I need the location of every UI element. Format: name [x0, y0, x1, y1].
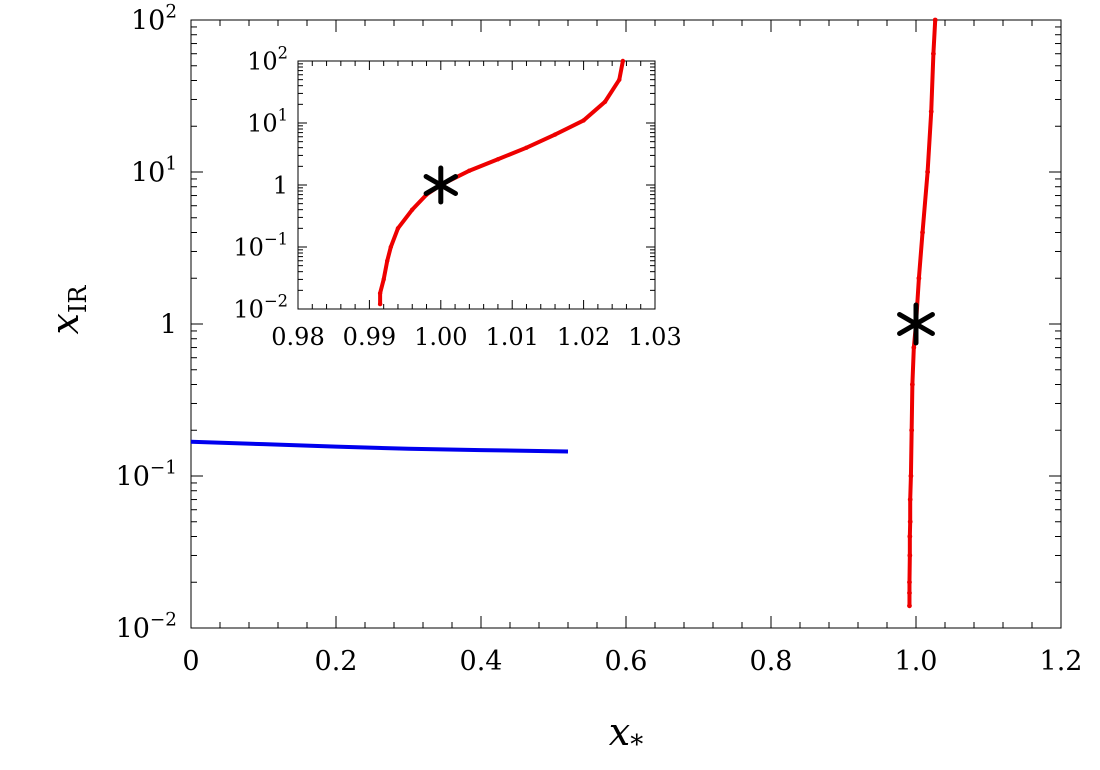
- data-point: [909, 427, 915, 433]
- data-point: [909, 382, 915, 387]
- x-tick-label: 0: [182, 646, 199, 677]
- x-tick-label: 1.02: [557, 323, 610, 351]
- data-point: [381, 277, 386, 282]
- data-point: [388, 244, 394, 250]
- x-tick-label: 0.98: [271, 323, 324, 351]
- data-point: [495, 157, 501, 162]
- data-point: [907, 534, 913, 539]
- data-point: [552, 132, 558, 137]
- inset-plot-frame: [297, 60, 656, 310]
- series-line-red: [378, 59, 625, 307]
- x-tick-label: 0.99: [343, 323, 396, 351]
- data-point: [920, 230, 925, 235]
- x-tick-label: 1.03: [628, 323, 681, 351]
- y-tick-label: 101: [247, 106, 288, 138]
- data-point: [377, 301, 383, 307]
- data-point: [932, 17, 938, 23]
- data-point: [928, 109, 934, 114]
- data-point: [377, 290, 383, 296]
- y-tick-label: 10−1: [116, 457, 177, 492]
- x-tick-label: 1.00: [414, 323, 467, 351]
- data-point: [410, 207, 415, 212]
- x-tick-label: 0.6: [605, 646, 648, 677]
- data-point: [602, 99, 608, 104]
- data-point: [395, 226, 401, 231]
- data-point: [385, 258, 390, 263]
- data-point: [925, 169, 930, 175]
- data-point: [916, 275, 922, 281]
- x-tick-label: 0.2: [315, 646, 358, 677]
- y-axis-title: xIR: [43, 285, 92, 335]
- x-tick-label: 0.8: [750, 646, 793, 677]
- asterisk-marker: [423, 165, 459, 205]
- series-line-blue: [190, 439, 569, 454]
- data-point: [908, 473, 914, 479]
- x-axis-title: x*: [609, 710, 643, 760]
- y-tick-label: 10−1: [233, 230, 288, 262]
- main-plot: 0 0.2 0.4 0.6 0.8 1.0 1.2 10−2 10−1 1 101 102 x* xIR: [43, 1, 1082, 760]
- y-tick-label: 102: [247, 44, 288, 76]
- inset-plot: 0.98 0.99 1.00 1.01 1.02 1.03 10−2 10−1 1 101 102: [233, 44, 681, 351]
- data-point: [931, 51, 936, 57]
- data-point: [907, 553, 913, 558]
- data-point: [620, 58, 626, 64]
- data-point: [907, 497, 913, 502]
- data-point: [907, 579, 912, 585]
- y-tick-label: 1: [273, 171, 288, 199]
- data-point: [907, 603, 912, 609]
- y-tick-label: 101: [131, 153, 177, 188]
- series-line-red: [907, 18, 938, 608]
- x-tick-label: 1.01: [485, 323, 538, 351]
- y-tick-label: 102: [131, 1, 177, 36]
- x-tick-label: 1.2: [1040, 646, 1083, 677]
- data-point: [907, 519, 913, 525]
- data-point: [524, 145, 529, 150]
- y-tick-label: 1: [160, 309, 177, 340]
- asterisk-marker: [897, 302, 935, 346]
- data-point: [907, 590, 912, 596]
- x-tick-label: 0.4: [460, 646, 503, 677]
- data-point: [911, 345, 917, 350]
- y-tick-label: 10−2: [116, 609, 177, 644]
- x-tick-label: 1.0: [895, 646, 938, 677]
- y-tick-label: 10−2: [233, 292, 288, 324]
- data-point: [467, 168, 472, 173]
- data-point: [617, 77, 622, 82]
- data-point: [581, 118, 586, 123]
